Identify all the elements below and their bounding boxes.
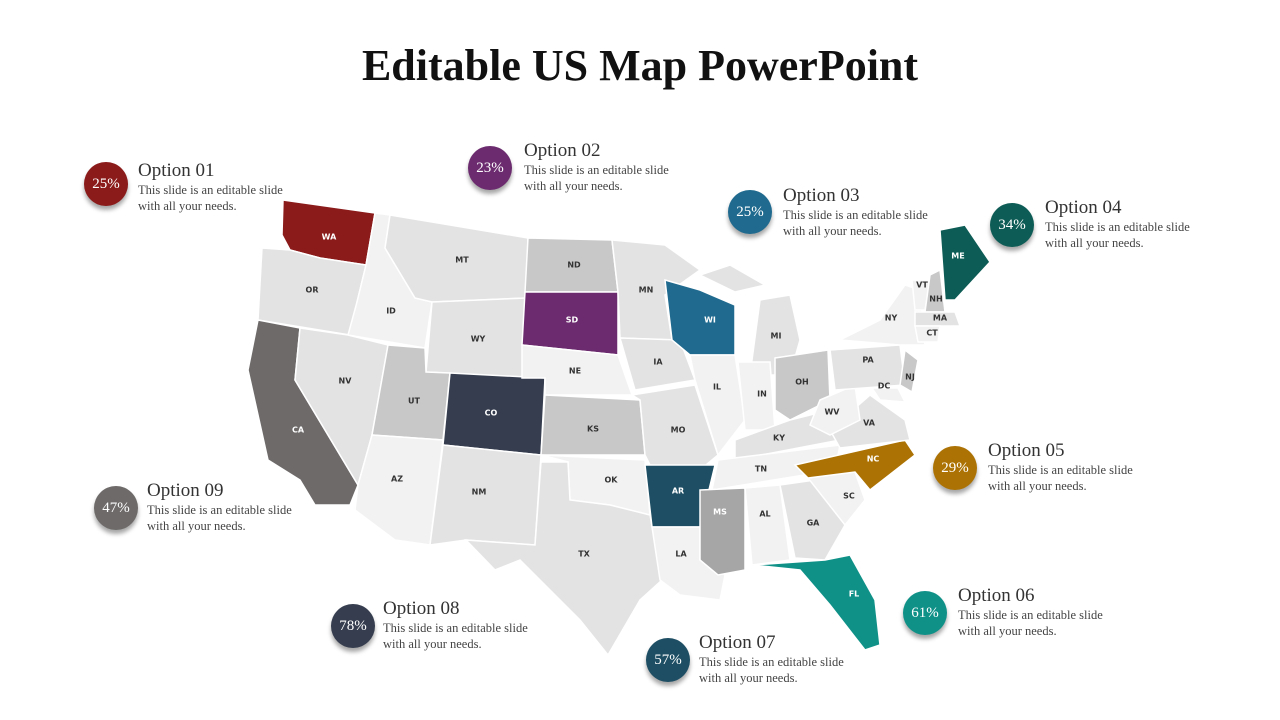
- option-text: This slide is an editable slide with all…: [138, 183, 283, 213]
- state-shape: [689, 354, 746, 457]
- option-badge: 25%: [728, 190, 772, 234]
- option-label: Option 01: [138, 160, 215, 181]
- state-label: TX: [578, 550, 590, 559]
- option-badge: 34%: [990, 203, 1034, 247]
- state-label: NJ: [905, 373, 915, 382]
- option-badge: 78%: [331, 604, 375, 648]
- state-label: MI: [771, 332, 782, 341]
- option-label: Option 05: [988, 440, 1065, 461]
- state-label: CT: [926, 329, 938, 338]
- state-shape: [914, 325, 941, 343]
- state-label: NY: [885, 314, 898, 323]
- state-label: MS: [713, 508, 727, 517]
- option-label: Option 08: [383, 598, 460, 619]
- state-label: NM: [472, 488, 487, 497]
- state-shape: [744, 484, 791, 566]
- state-label: GA: [807, 519, 821, 528]
- state-label: AZ: [391, 475, 403, 484]
- state-shape: [870, 387, 907, 403]
- state-shape: [924, 268, 946, 313]
- state-label: DC: [878, 382, 891, 391]
- option-text: This slide is an editable slide with all…: [1045, 220, 1190, 250]
- option-text: This slide is an editable slide with all…: [783, 208, 928, 238]
- option-badge: 25%: [84, 162, 128, 206]
- option-text: This slide is an editable slide with all…: [699, 655, 844, 685]
- option-text: This slide is an editable slide with all…: [383, 621, 528, 651]
- option-label: Option 04: [1045, 197, 1122, 218]
- state-shape: [699, 487, 746, 576]
- state-label: MA: [933, 314, 948, 323]
- option-badge: 29%: [933, 446, 977, 490]
- state-label: LA: [675, 550, 687, 559]
- option-badge: 57%: [646, 638, 690, 682]
- state-label: ID: [386, 307, 396, 316]
- state-label: WV: [824, 408, 840, 417]
- state-label: SC: [843, 492, 855, 501]
- state-label: NV: [339, 377, 353, 386]
- option-badge: 47%: [94, 486, 138, 530]
- state-shape: [664, 278, 736, 356]
- state-label: IL: [713, 383, 721, 392]
- state-label: NC: [867, 455, 880, 464]
- state-label: IN: [757, 390, 767, 399]
- state-label: KY: [773, 434, 785, 443]
- state-label: CA: [292, 426, 305, 435]
- option-text: This slide is an editable slide with all…: [524, 163, 669, 193]
- state-label: IA: [653, 358, 663, 367]
- state-label: VA: [863, 419, 876, 428]
- option-label: Option 06: [958, 585, 1035, 606]
- option-label: Option 03: [783, 185, 860, 206]
- state-label: AL: [759, 510, 770, 519]
- state-label: KS: [587, 425, 599, 434]
- state-shape: [914, 311, 962, 327]
- state-label: ME: [951, 252, 964, 261]
- state-label: VT: [916, 281, 928, 290]
- state-label: ND: [567, 261, 581, 270]
- state-label: FL: [849, 590, 860, 599]
- state-shape: [611, 239, 702, 341]
- state-shape: [837, 284, 926, 346]
- state-shape: [779, 479, 846, 561]
- option-label: Option 09: [147, 480, 224, 501]
- state-label: WI: [704, 316, 716, 325]
- state-label: NE: [569, 367, 581, 376]
- state-label: WA: [322, 233, 337, 242]
- state-label: AR: [672, 487, 684, 496]
- state-label: OR: [306, 286, 319, 295]
- state-label: SD: [566, 316, 579, 325]
- state-shape: [829, 344, 906, 391]
- state-label: TN: [755, 465, 767, 474]
- state-label: WY: [471, 335, 486, 344]
- option-badge: 23%: [468, 146, 512, 190]
- michigan-up: [698, 264, 768, 293]
- state-shape: [829, 394, 911, 449]
- state-label: MO: [671, 426, 686, 435]
- option-badge: 61%: [903, 591, 947, 635]
- slide-title: Editable US Map PowerPoint: [361, 41, 919, 90]
- option-text: This slide is an editable slide with all…: [958, 608, 1103, 638]
- state-label: MT: [455, 256, 469, 265]
- state-shape: [354, 434, 444, 546]
- option-label: Option 02: [524, 140, 601, 161]
- state-shape: [774, 349, 831, 421]
- state-label: OK: [605, 476, 619, 485]
- state-shape: [939, 224, 991, 301]
- state-label: NH: [929, 295, 942, 304]
- state-label: CO: [485, 409, 498, 418]
- state-label: MN: [639, 286, 654, 295]
- state-shape: [899, 348, 919, 394]
- option-text: This slide is an editable slide with all…: [147, 503, 292, 533]
- state-label: PA: [862, 356, 874, 365]
- state-shape: [751, 554, 881, 651]
- state-label: OH: [795, 378, 809, 387]
- option-label: Option 07: [699, 632, 776, 653]
- state-label: UT: [408, 397, 420, 406]
- option-text: This slide is an editable slide with all…: [988, 463, 1133, 493]
